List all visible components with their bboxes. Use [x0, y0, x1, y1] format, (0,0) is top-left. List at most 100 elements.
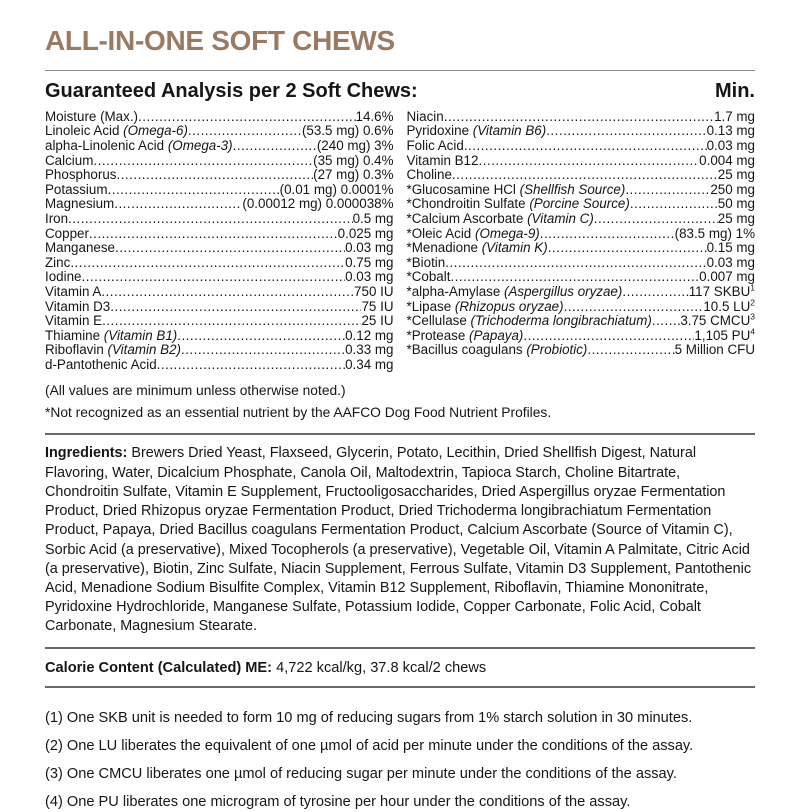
- ga-row: *Glucosamine HCl (Shellfish Source) 250 …: [406, 181, 756, 198]
- ga-dot-leader: [452, 168, 718, 183]
- ga-dot-leader: [89, 227, 338, 242]
- ga-nutrient-name: Vitamin E: [45, 313, 103, 329]
- footnote-cmcu: (3) One CMCU liberates one µmol of reduc…: [45, 765, 677, 782]
- ga-row: Pyridoxine (Vitamin B6) 0.13 mg: [407, 124, 756, 139]
- ga-row: Vitamin E 25 IU: [45, 313, 394, 329]
- min-column-label: Min.: [715, 79, 755, 102]
- ga-dot-leader: [652, 314, 680, 329]
- ga-row: Niacin 1.7 mg: [406, 108, 756, 125]
- ga-row: *Cellulase (Trichoderma longibrachiatum)…: [406, 312, 756, 329]
- ingredients-label: Ingredients:: [45, 445, 128, 462]
- ga-row: Zinc 0.75 mg: [45, 254, 394, 271]
- ga-dot-leader: [138, 110, 356, 125]
- ga-dot-leader: [478, 154, 699, 169]
- divider-below-ingredients: [45, 646, 755, 649]
- ingredients-paragraph: Ingredients: Brewers Dried Yeast, Flaxse…: [45, 444, 755, 636]
- ga-nutrient-name: *Glucosamine HCl (Shellfish Source): [406, 181, 626, 197]
- ga-dot-leader: [594, 212, 718, 227]
- ga-nutrient-name: Vitamin B12: [406, 152, 479, 168]
- ga-nutrient-value: 1,105 PU4: [694, 326, 755, 343]
- ga-nutrient-name: *alpha-Amylase (Aspergillus oryzae): [406, 283, 623, 299]
- ga-row: Thiamine (Vitamin B1) 0.12 mg: [45, 327, 394, 344]
- ga-nutrient-value: (53.5 mg) 0.6%: [301, 123, 394, 139]
- ga-nutrient-value: 0.03 mg: [706, 137, 755, 153]
- ga-nutrient-name: Iodine: [45, 269, 82, 285]
- ga-nutrient-name: Folic Acid: [406, 137, 464, 153]
- ga-nutrient-name: d-Pantothenic Acid: [45, 356, 157, 372]
- ga-nutrient-name: *Oleic Acid (Omega-9): [406, 225, 540, 241]
- ga-nutrient-name: Vitamin A: [45, 283, 102, 299]
- ga-nutrient-value: 50 mg: [717, 196, 755, 212]
- ga-dot-leader: [116, 168, 313, 183]
- ga-row: *Cobalt 0.007 mg: [407, 270, 756, 285]
- ga-nutrient-name: *Menadione (Vitamin K): [406, 240, 548, 256]
- ga-nutrient-name: *Calcium Ascorbate (Vitamin C): [406, 210, 594, 226]
- calorie-content-line: Calorie Content (Calculated) ME: 4,722 k…: [45, 659, 755, 677]
- ga-row: *alpha-Amylase (Aspergillus oryzae) 117 …: [406, 282, 756, 300]
- ga-nutrient-value: 1.7 mg: [714, 108, 755, 124]
- ga-row: Calcium (35 mg) 0.4%: [45, 152, 394, 169]
- ga-row: Vitamin A 750 IU: [45, 283, 394, 300]
- ga-nutrient-name: Iron: [45, 210, 69, 226]
- ga-notes: (All values are minimum unless otherwise…: [45, 381, 755, 422]
- calorie-content-value: 4,722 kcal/kg, 37.8 kcal/2 chews: [272, 659, 487, 676]
- ga-dot-leader: [564, 300, 704, 315]
- ga-row: *Bacillus coagulans (Probiotic) 5 Millio…: [407, 342, 756, 358]
- divider-below-ga: [45, 433, 755, 436]
- ga-nutrient-name: *Cellulase (Trichoderma longibrachiatum): [406, 313, 652, 329]
- ga-dot-leader: [540, 227, 675, 242]
- calorie-content-label: Calorie Content (Calculated) ME:: [45, 659, 273, 676]
- ga-dot-leader: [157, 358, 345, 373]
- ga-dot-leader: [587, 343, 674, 358]
- ga-dot-leader: [630, 197, 718, 212]
- ga-nutrient-value: 750 IU: [354, 283, 394, 299]
- ga-nutrient-value: (27 mg) 0.3%: [313, 167, 394, 183]
- ga-dot-leader: [233, 139, 317, 154]
- ga-nutrient-name: Calcium: [45, 152, 94, 168]
- ga-nutrient-name: *Biotin: [406, 254, 446, 270]
- guaranteed-analysis-heading: Guaranteed Analysis per 2 Soft Chews:: [45, 79, 418, 102]
- ga-row: *Menadione (Vitamin K) 0.15 mg: [406, 240, 756, 256]
- ga-nutrient-name: Phosphorus: [45, 167, 117, 183]
- ga-dot-leader: [445, 256, 706, 271]
- ga-nutrient-name: Niacin: [406, 108, 444, 124]
- guaranteed-analysis-table: Moisture (Max.) 14.6% Linoleic Acid (Ome…: [45, 108, 756, 373]
- ga-dot-leader: [546, 124, 706, 139]
- ga-row: *Chondroitin Sulfate (Porcine Source) 50…: [407, 197, 756, 212]
- ga-nutrient-value: (35 mg) 0.4%: [313, 152, 394, 168]
- ga-row: Iodine 0.03 mg: [45, 270, 394, 285]
- ga-row: Iron 0.5 mg: [45, 210, 394, 227]
- ga-row: Linoleic Acid (Omega-6) (53.5 mg) 0.6%: [45, 124, 394, 139]
- ga-row: Manganese 0.03 mg: [45, 240, 394, 256]
- ga-nutrient-name: Magnesium: [45, 196, 115, 212]
- ga-nutrient-value: 0.12 mg: [345, 327, 394, 343]
- ga-dot-leader: [444, 110, 714, 125]
- ga-nutrient-value: 10.5 LU2: [703, 297, 755, 314]
- footnotes: (1) One SKB unit is needed to form 10 mg…: [45, 709, 755, 812]
- ga-row: d-Pantothenic Acid 0.34 mg: [45, 356, 394, 373]
- ga-nutrient-value: 0.13 mg: [706, 123, 755, 139]
- ga-nutrient-name: Riboflavin (Vitamin B2): [45, 342, 181, 358]
- ga-nutrient-value: (0.01 mg) 0.0001%: [279, 181, 394, 197]
- ga-row: *Calcium Ascorbate (Vitamin C) 25 mg: [406, 210, 756, 227]
- ga-row: Potassium (0.01 mg) 0.0001%: [45, 181, 394, 198]
- ga-nutrient-value: 0.5 mg: [352, 210, 394, 226]
- ga-row: Copper 0.025 mg: [45, 226, 394, 242]
- ga-column-left: Moisture (Max.) 14.6% Linoleic Acid (Ome…: [45, 108, 394, 373]
- ga-nutrient-name: Moisture (Max.): [45, 108, 139, 124]
- ga-nutrient-name: Manganese: [45, 240, 115, 256]
- ga-note-minimum-values: (All values are minimum unless otherwise…: [45, 383, 346, 399]
- ga-dot-leader: [81, 270, 345, 285]
- ga-row: Riboflavin (Vitamin B2) 0.33 mg: [45, 342, 394, 358]
- ga-nutrient-value: 5 Million CFU: [674, 342, 755, 358]
- ga-nutrient-value: 117 SKBU1: [688, 282, 755, 299]
- ga-dot-leader: [177, 329, 345, 344]
- ga-nutrient-name: Linoleic Acid (Omega-6): [45, 123, 188, 139]
- ga-nutrient-name: alpha-Linolenic Acid (Omega-3): [45, 137, 233, 153]
- footnote-lu: (2) One LU liberates the equivalent of o…: [45, 737, 694, 754]
- ga-nutrient-name: Zinc: [45, 254, 71, 270]
- ga-nutrient-value: 25 mg: [717, 210, 755, 226]
- ga-nutrient-value: 0.33 mg: [345, 342, 394, 358]
- ingredients-text: Brewers Dried Yeast, Flaxseed, Glycerin,…: [45, 445, 752, 635]
